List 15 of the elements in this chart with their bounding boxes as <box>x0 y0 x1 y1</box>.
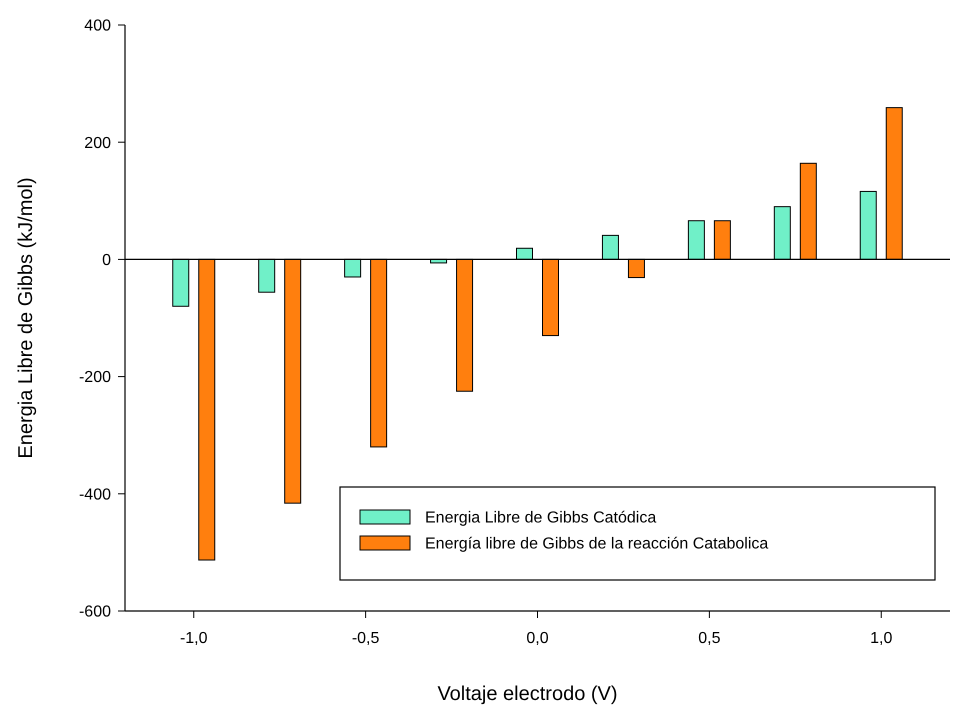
x-tick-label: 1,0 <box>870 630 892 647</box>
y-tick-label: 200 <box>84 134 112 152</box>
x-tick-label: 0,5 <box>698 630 721 647</box>
y-tick-label: -200 <box>78 369 112 386</box>
legend-label: Energia Libre de Gibbs Catódica <box>425 510 656 527</box>
y-tick-label: 0 <box>102 252 112 269</box>
y-tick-label: -600 <box>78 604 112 621</box>
y-tick-label: -400 <box>78 486 112 504</box>
y-axis-title: Energia Libre de Gibbs (kJ/mol) <box>15 177 37 459</box>
x-tick-label: 0,0 <box>526 630 549 647</box>
y-tick-label: 400 <box>84 18 112 35</box>
x-axis-title: Voltaje electrodo (V) <box>437 683 618 705</box>
legend-label: Energía libre de Gibbs de la reacción Catabolica <box>425 536 768 553</box>
x-tick-label: -0,5 <box>352 630 380 647</box>
x-tick-label: -1,0 <box>180 630 208 647</box>
